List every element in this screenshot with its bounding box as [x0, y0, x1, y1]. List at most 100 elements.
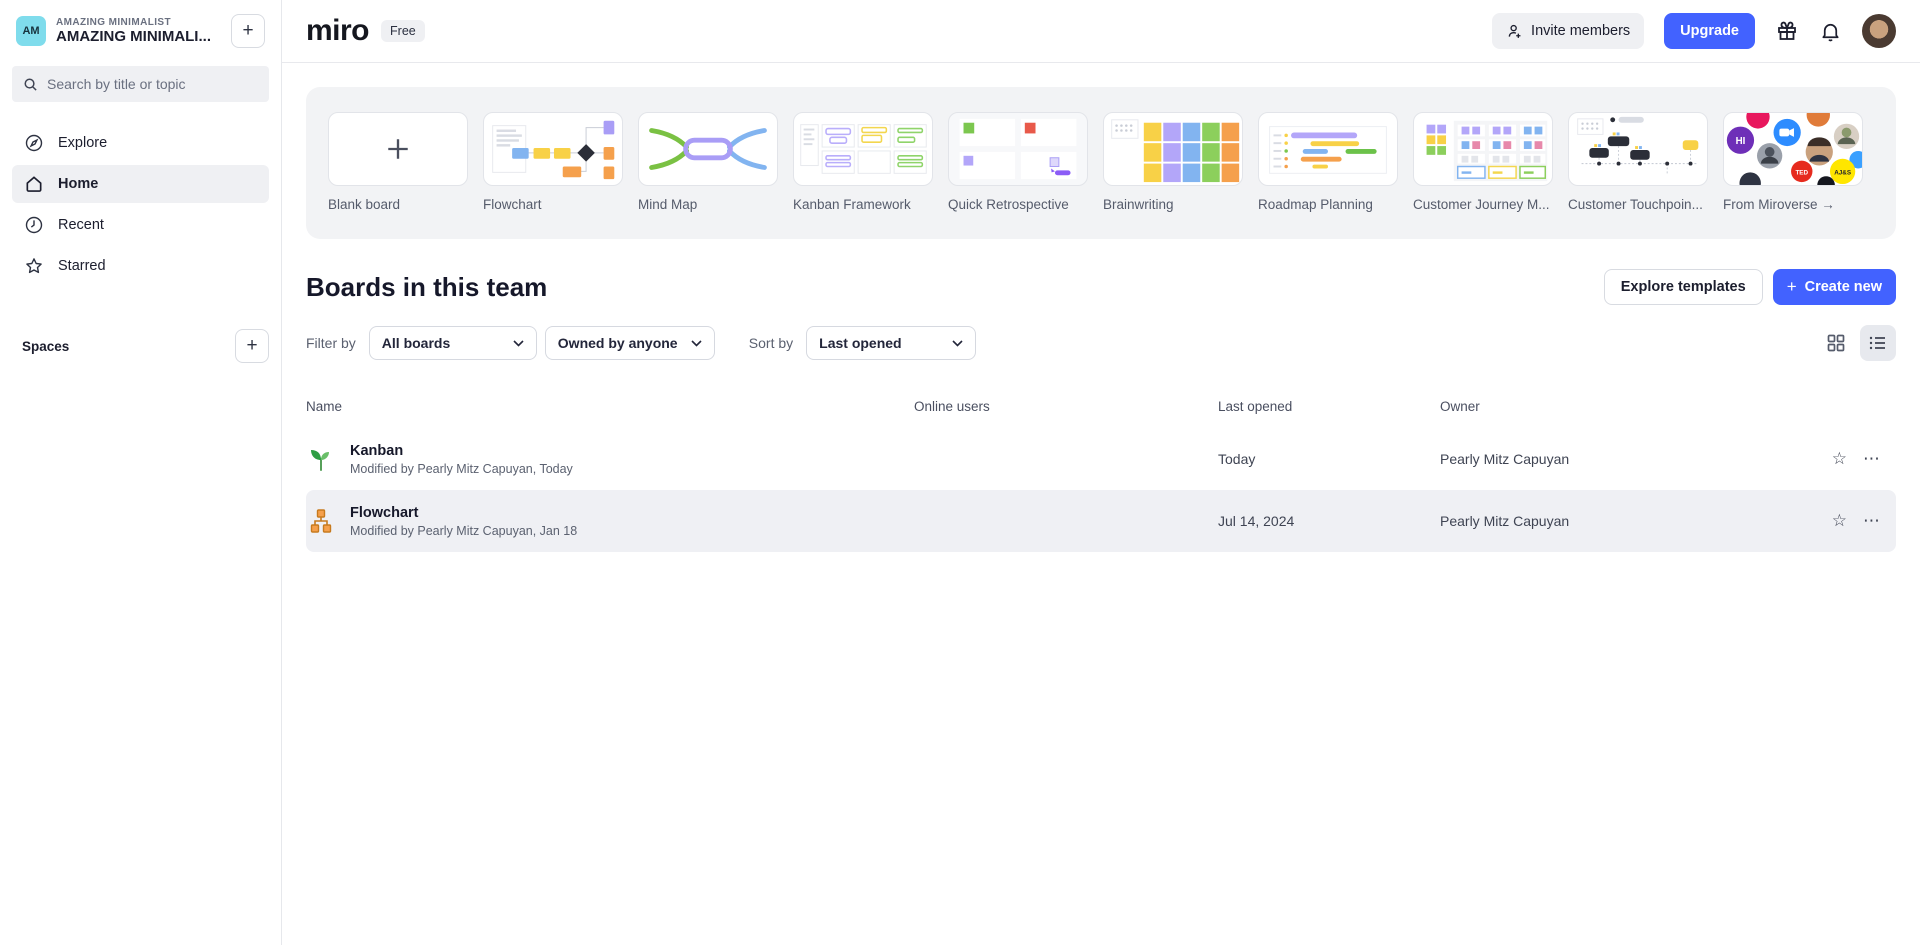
brainwriting-thumbnail [1103, 112, 1243, 186]
blank-board-thumbnail [328, 112, 468, 186]
top-bar: miro Free Invite members Upgrade [282, 0, 1920, 63]
seedling-icon [311, 450, 329, 471]
last-opened-cell: Jul 14, 2024 [1218, 513, 1295, 529]
sidebar-item-label: Home [58, 176, 99, 192]
grid-view-icon [1827, 334, 1845, 352]
template-label: Blank board [328, 197, 401, 212]
star-board-button[interactable]: ☆ [1831, 448, 1847, 469]
board-name: Kanban [350, 442, 404, 459]
template-card-quick-retrospective[interactable]: Quick Retrospective [948, 112, 1088, 239]
add-space-button[interactable]: + [235, 329, 269, 363]
plan-badge: Free [381, 20, 425, 42]
owner-filter-dropdown[interactable]: Owned by anyone [544, 326, 715, 360]
person-plus-icon [1506, 23, 1523, 40]
plus-icon: + [1786, 277, 1797, 296]
template-strip: Blank board [306, 87, 1896, 239]
gift-button[interactable] [1775, 19, 1799, 43]
sidebar-nav: Explore Home Recent [12, 124, 269, 285]
table-header: Name Online users Last opened Owner [306, 387, 1896, 428]
template-label: Customer Journey M... [1413, 197, 1550, 212]
bell-icon [1822, 23, 1839, 41]
spaces-label: Spaces [22, 338, 70, 354]
sidebar-search [12, 66, 269, 102]
sidebar-item-label: Starred [58, 258, 106, 274]
user-avatar[interactable] [1862, 14, 1896, 48]
home-icon [24, 174, 44, 194]
search-icon [23, 77, 38, 92]
board-modified: Modified by Pearly Mitz Capuyan, Today [350, 461, 573, 476]
quick-retrospective-thumbnail [948, 112, 1088, 186]
team-meta: AMAZING MINIMALIST AMAZING MINIMALI... [56, 17, 221, 45]
chevron-down-icon [691, 339, 702, 347]
template-card-customer-journey-map[interactable]: Customer Journey M... [1413, 112, 1553, 239]
plus-icon: + [246, 335, 258, 356]
sort-by-label: Sort by [748, 335, 794, 351]
clock-icon [24, 215, 44, 235]
template-label: Customer Touchpoin... [1568, 197, 1703, 212]
template-label: Quick Retrospective [948, 197, 1069, 212]
svg-text:HI: HI [1736, 136, 1746, 147]
template-card-mind-map[interactable]: Mind Map [638, 112, 778, 239]
template-label: Roadmap Planning [1258, 197, 1373, 212]
upgrade-button[interactable]: Upgrade [1664, 13, 1755, 49]
create-new-button[interactable]: + Create new [1772, 269, 1896, 305]
customer-journey-map-thumbnail [1413, 112, 1553, 186]
team-switcher[interactable]: AM AMAZING MINIMALIST AMAZING MINIMALI..… [12, 14, 269, 48]
miro-logo[interactable]: miro [306, 14, 370, 47]
mind-map-thumbnail [638, 112, 778, 186]
grid-view-button[interactable] [1818, 325, 1854, 361]
sidebar-item-starred[interactable]: Starred [12, 247, 269, 285]
invite-members-label: Invite members [1531, 23, 1631, 39]
sidebar-item-explore[interactable]: Explore [12, 124, 269, 162]
gift-icon [1778, 21, 1796, 40]
svg-text:TED: TED [1795, 169, 1808, 176]
owner-filter-value: Owned by anyone [557, 335, 678, 351]
team-avatar: AM [16, 16, 46, 46]
template-label: Mind Map [638, 197, 698, 212]
template-card-blank-board[interactable]: Blank board [328, 112, 468, 239]
star-board-button[interactable]: ☆ [1831, 510, 1847, 531]
topbar-actions: Invite members Upgrade [1492, 13, 1896, 49]
filter-row: Filter by All boards Owned by anyone Sor… [306, 325, 1896, 361]
board-more-button[interactable]: ⋯ [1863, 448, 1880, 469]
page-title: Boards in this team [306, 271, 548, 302]
column-online-users: Online users [914, 399, 990, 414]
template-card-from-miroverse[interactable]: HI TED AJ&S [1723, 112, 1863, 239]
table-row-kanban[interactable]: Kanban Modified by Pearly Mitz Capuyan, … [306, 428, 1896, 490]
list-view-button[interactable] [1860, 325, 1896, 361]
explore-templates-button[interactable]: Explore templates [1603, 269, 1763, 305]
board-modified: Modified by Pearly Mitz Capuyan, Jan 18 [350, 523, 578, 538]
sort-value: Last opened [819, 335, 902, 351]
team-eyebrow: AMAZING MINIMALIST [56, 17, 171, 28]
template-card-flowchart[interactable]: Flowchart [483, 112, 623, 239]
main-area: miro Free Invite members Upgrade [282, 0, 1920, 945]
add-team-button[interactable]: + [231, 14, 265, 48]
boards-table: Name Online users Last opened Owner [306, 387, 1896, 552]
template-card-brainwriting[interactable]: Brainwriting [1103, 112, 1243, 239]
sidebar-item-label: Recent [58, 217, 104, 233]
sort-dropdown[interactable]: Last opened [806, 326, 977, 360]
template-card-kanban-framework[interactable]: Kanban Framework [793, 112, 933, 239]
search-input[interactable] [47, 76, 258, 92]
sidebar-item-home[interactable]: Home [12, 165, 269, 203]
invite-members-button[interactable]: Invite members [1492, 13, 1645, 49]
filter-by-label: Filter by [306, 335, 356, 351]
miroverse-thumbnail: HI TED AJ&S [1723, 112, 1863, 186]
template-label: Kanban Framework [793, 197, 911, 212]
plus-icon: + [242, 20, 254, 41]
template-label: Brainwriting [1103, 197, 1174, 212]
sidebar-item-recent[interactable]: Recent [12, 206, 269, 244]
content: Blank board [282, 63, 1920, 576]
star-icon [24, 256, 44, 276]
chevron-down-icon [952, 339, 963, 347]
notifications-button[interactable] [1819, 20, 1842, 43]
table-row-flowchart[interactable]: Flowchart Modified by Pearly Mitz Capuya… [306, 490, 1896, 552]
board-filter-dropdown[interactable]: All boards [368, 326, 537, 360]
board-more-button[interactable]: ⋯ [1863, 510, 1880, 531]
template-card-roadmap-planning[interactable]: Roadmap Planning [1258, 112, 1398, 239]
template-label: From Miroverse → [1723, 197, 1835, 212]
template-card-customer-touchpoint[interactable]: Customer Touchpoin... [1568, 112, 1708, 239]
sidebar: AM AMAZING MINIMALIST AMAZING MINIMALI..… [0, 0, 282, 945]
board-name: Flowchart [350, 504, 419, 521]
